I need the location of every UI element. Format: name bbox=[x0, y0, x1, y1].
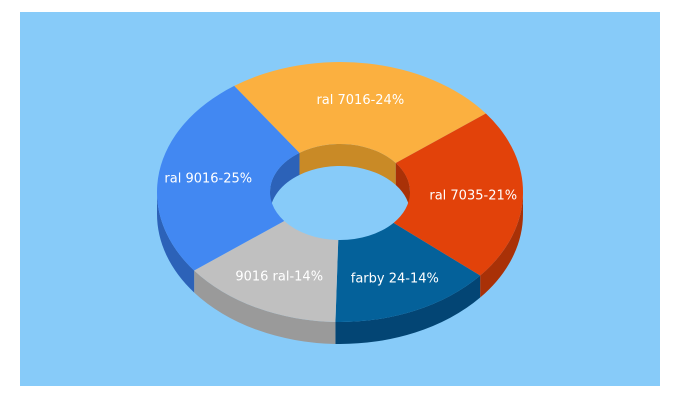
slice-label-0: farby 24-14% bbox=[351, 272, 439, 287]
slice-side-1-0 bbox=[194, 270, 336, 344]
slice-side-4-0 bbox=[480, 192, 523, 298]
chart-panel: farby 24-14% 9016 ral-14% ral 9016-25% ral … bbox=[20, 12, 660, 386]
slice-side-2-0 bbox=[157, 192, 195, 293]
donut-chart: farby 24-14% 9016 ral-14% ral 9016-25% ral … bbox=[157, 62, 524, 345]
slice-0 bbox=[335, 222, 481, 323]
slice-label-3: ral 7016-24% bbox=[316, 93, 404, 108]
slice-inner-wall-4-0 bbox=[395, 163, 410, 214]
slice-inner-wall-2-0 bbox=[270, 152, 300, 214]
slice-3 bbox=[234, 62, 486, 164]
slice-side-0-0 bbox=[335, 275, 481, 345]
slice-2 bbox=[157, 85, 300, 271]
slice-label-2: ral 9016-25% bbox=[164, 172, 252, 187]
slice-4 bbox=[393, 113, 524, 276]
slice-inner-wall-3-0 bbox=[299, 144, 396, 186]
slice-label-1: 9016 ral-14% bbox=[235, 270, 323, 285]
slice-1 bbox=[194, 220, 339, 322]
slice-label-4: ral 7035-21% bbox=[429, 188, 517, 203]
